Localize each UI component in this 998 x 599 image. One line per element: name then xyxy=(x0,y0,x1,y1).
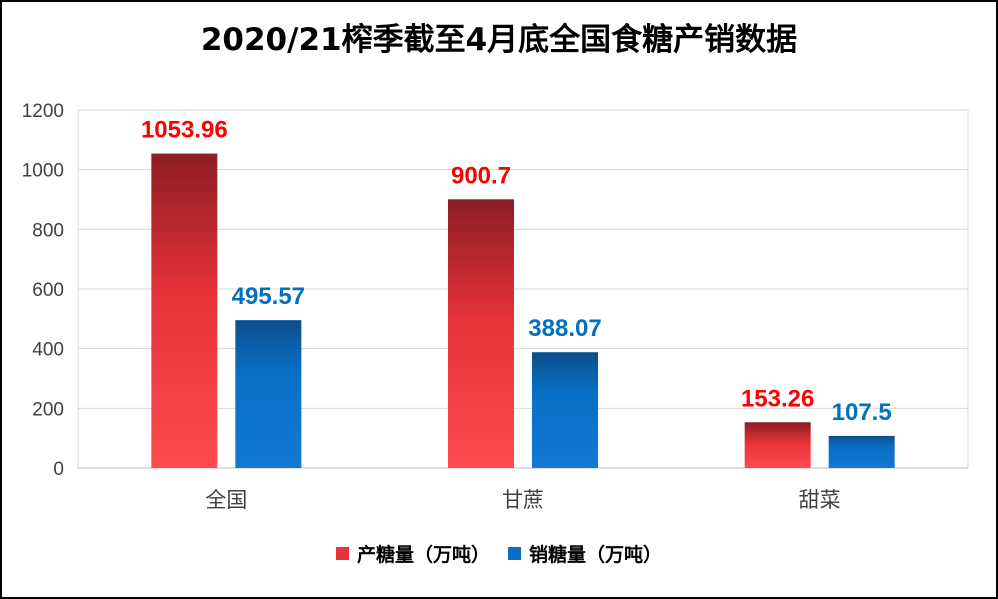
y-tick-label: 400 xyxy=(32,340,64,361)
bar xyxy=(744,422,811,468)
y-tick-label: 600 xyxy=(32,280,64,301)
y-tick-label: 0 xyxy=(53,459,64,480)
legend-item-sales: 销糖量（万吨） xyxy=(508,540,662,567)
bars xyxy=(151,153,895,468)
y-tick-label: 1000 xyxy=(22,161,64,182)
data-label: 153.26 xyxy=(741,385,814,412)
bar xyxy=(448,199,514,468)
legend-swatch-production xyxy=(335,547,349,560)
y-tick-label: 800 xyxy=(32,220,64,241)
chart-title: 2020/21榨季截至4月底全国食糖产销数据 xyxy=(200,22,798,58)
x-tick-label: 甜菜 xyxy=(799,488,841,512)
bar xyxy=(532,352,598,468)
x-tick-label: 全国 xyxy=(205,488,247,512)
bar xyxy=(151,153,218,468)
data-label: 388.07 xyxy=(528,315,601,342)
axes: 0 200 400 600 800 1000 1200 全国 甘蔗 甜菜 xyxy=(22,101,968,512)
data-labels: 1053.96 495.57 900.7 388.07 153.26 107.5 xyxy=(141,117,892,426)
data-label: 495.57 xyxy=(232,283,305,310)
legend-item-production: 产糖量（万吨） xyxy=(335,540,490,567)
legend-swatch-sales xyxy=(508,547,521,560)
legend: 产糖量（万吨） 销糖量（万吨） xyxy=(0,540,998,567)
legend-label-sales: 销糖量（万吨） xyxy=(529,544,663,566)
bar xyxy=(828,435,895,468)
y-tick-label: 200 xyxy=(32,399,64,420)
bar xyxy=(235,320,302,468)
x-tick-label: 甘蔗 xyxy=(502,488,544,512)
data-label: 1053.96 xyxy=(141,117,228,144)
y-tick-label: 1200 xyxy=(22,101,64,122)
data-label: 107.5 xyxy=(832,399,892,426)
legend-label-production: 产糖量（万吨） xyxy=(356,544,490,566)
data-label: 900.7 xyxy=(451,162,511,189)
